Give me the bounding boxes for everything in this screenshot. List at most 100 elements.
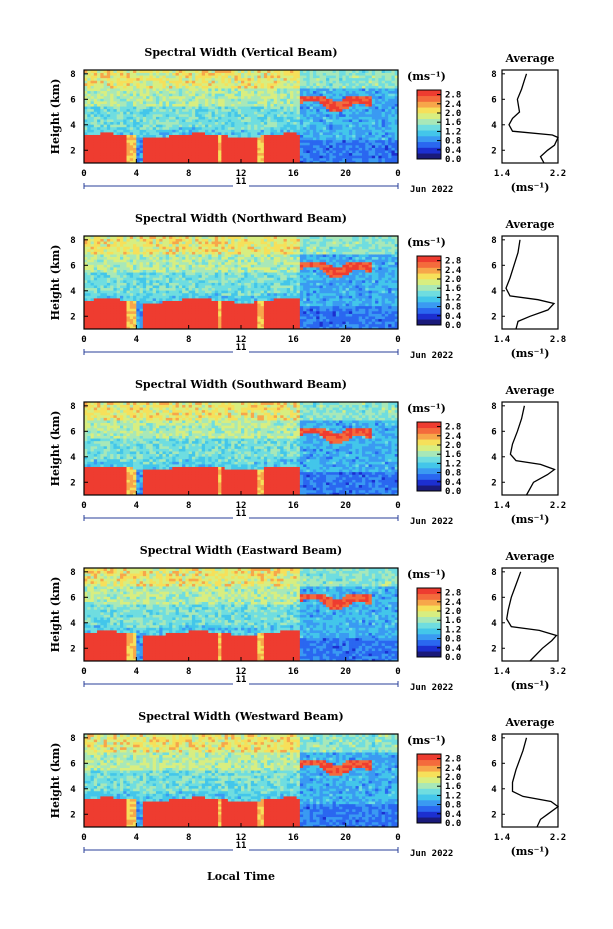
heatmap-cell (375, 144, 379, 148)
heatmap-cell (175, 298, 180, 301)
heatmap-cell (208, 251, 212, 255)
heatmap-cell (273, 85, 278, 89)
heatmap-cell (133, 238, 137, 242)
heatmap-cell (342, 70, 347, 73)
heatmap-cell (293, 129, 297, 133)
heatmap-cell (329, 82, 333, 86)
heatmap-cell (195, 292, 199, 296)
heatmap-cell (267, 70, 271, 73)
heatmap-cell (162, 241, 167, 245)
heatmap-cell (250, 150, 255, 154)
heatmap-cell (97, 126, 101, 130)
heatmap-cell (165, 313, 170, 317)
heatmap-cell (97, 313, 101, 317)
heatmap-cell (260, 113, 265, 117)
heatmap-cell (110, 236, 114, 239)
heatmap-cell (250, 147, 255, 151)
heatmap-cell (146, 243, 150, 247)
heatmap-cell (106, 243, 111, 247)
heatmap-cell (312, 70, 317, 73)
heatmap-cell (149, 116, 154, 120)
heatmap-cell (283, 160, 288, 164)
heatmap-cell (345, 147, 350, 151)
heatmap-cell (218, 111, 222, 115)
heatmap-cell (87, 147, 91, 151)
heatmap-cell (276, 106, 281, 110)
heatmap-cell (355, 160, 360, 164)
heatmap-cell (133, 267, 137, 270)
heatmap-cell (133, 155, 137, 159)
heatmap-cell (201, 88, 206, 92)
heatmap-cell (205, 282, 209, 286)
heatmap-cell (136, 90, 140, 94)
average-y-tick-label: 2 (491, 146, 496, 156)
heatmap-cell (195, 108, 199, 112)
heatmap-cell (152, 238, 157, 242)
heatmap-cell (165, 160, 170, 164)
heatmap-cell (126, 139, 131, 143)
heatmap-cell (149, 251, 154, 255)
heatmap-cell (126, 155, 131, 159)
heatmap-cell (129, 116, 134, 120)
heatmap-cell (87, 160, 91, 164)
heatmap-cell (119, 124, 124, 128)
heatmap-cell (227, 137, 232, 141)
heatmap-cell (316, 150, 320, 154)
heatmap-cell (87, 292, 91, 296)
heatmap-cell (162, 77, 167, 81)
heatmap-cell (162, 321, 167, 325)
heatmap-cell (224, 160, 229, 164)
heatmap-cell (237, 90, 242, 94)
heatmap-cell (276, 113, 281, 117)
heatmap-cell (293, 93, 297, 97)
heatmap-cell (162, 108, 167, 112)
heatmap-cell (388, 95, 392, 99)
heatmap-cell (293, 90, 297, 94)
heatmap-cell (263, 90, 268, 94)
heatmap-cell (162, 150, 167, 154)
heatmap-cell (169, 116, 173, 120)
heatmap-cell (149, 323, 154, 327)
heatmap-cell (149, 290, 154, 294)
heatmap-cell (205, 259, 209, 263)
heatmap-cell (182, 111, 186, 115)
heatmap-cell (371, 111, 376, 115)
heatmap-cell (97, 287, 101, 291)
heatmap-cell (185, 144, 190, 148)
heatmap-cell (335, 80, 340, 84)
heatmap-cell (133, 126, 137, 130)
heatmap-cell (136, 295, 140, 299)
heatmap-cell (208, 323, 212, 327)
heatmap-cell (123, 160, 127, 164)
heatmap-cell (149, 261, 154, 265)
heatmap-cell (195, 88, 199, 92)
heatmap-cell (175, 241, 180, 245)
heatmap-cell (368, 119, 373, 123)
heatmap-cell (152, 121, 157, 125)
heatmap-cell (93, 95, 98, 99)
heatmap-cell (218, 147, 222, 151)
heatmap-cell (159, 290, 163, 294)
heatmap-cell (267, 150, 271, 154)
heatmap-cell (335, 134, 340, 138)
heatmap-cell (270, 95, 275, 99)
heatmap-cell (126, 285, 131, 289)
heatmap-cell (93, 256, 98, 260)
heatmap-cell (316, 90, 320, 94)
heatmap-cell (250, 119, 255, 123)
heatmap-cell (358, 147, 363, 151)
heatmap-cell (188, 80, 193, 84)
heatmap-cell (293, 147, 297, 151)
heatmap-cell (195, 75, 199, 79)
heatmap-cell (142, 264, 147, 268)
heatmap-cell (198, 103, 203, 107)
heatmap-cell (110, 254, 114, 258)
heatmap-cell (391, 116, 396, 120)
heatmap-cell (119, 147, 124, 151)
heatmap-cell (155, 238, 160, 242)
heatmap-cell (283, 121, 288, 125)
heatmap-cell (378, 121, 383, 125)
heatmap-cell (208, 106, 212, 110)
heatmap-cell (129, 295, 134, 299)
heatmap-cell (329, 101, 333, 104)
